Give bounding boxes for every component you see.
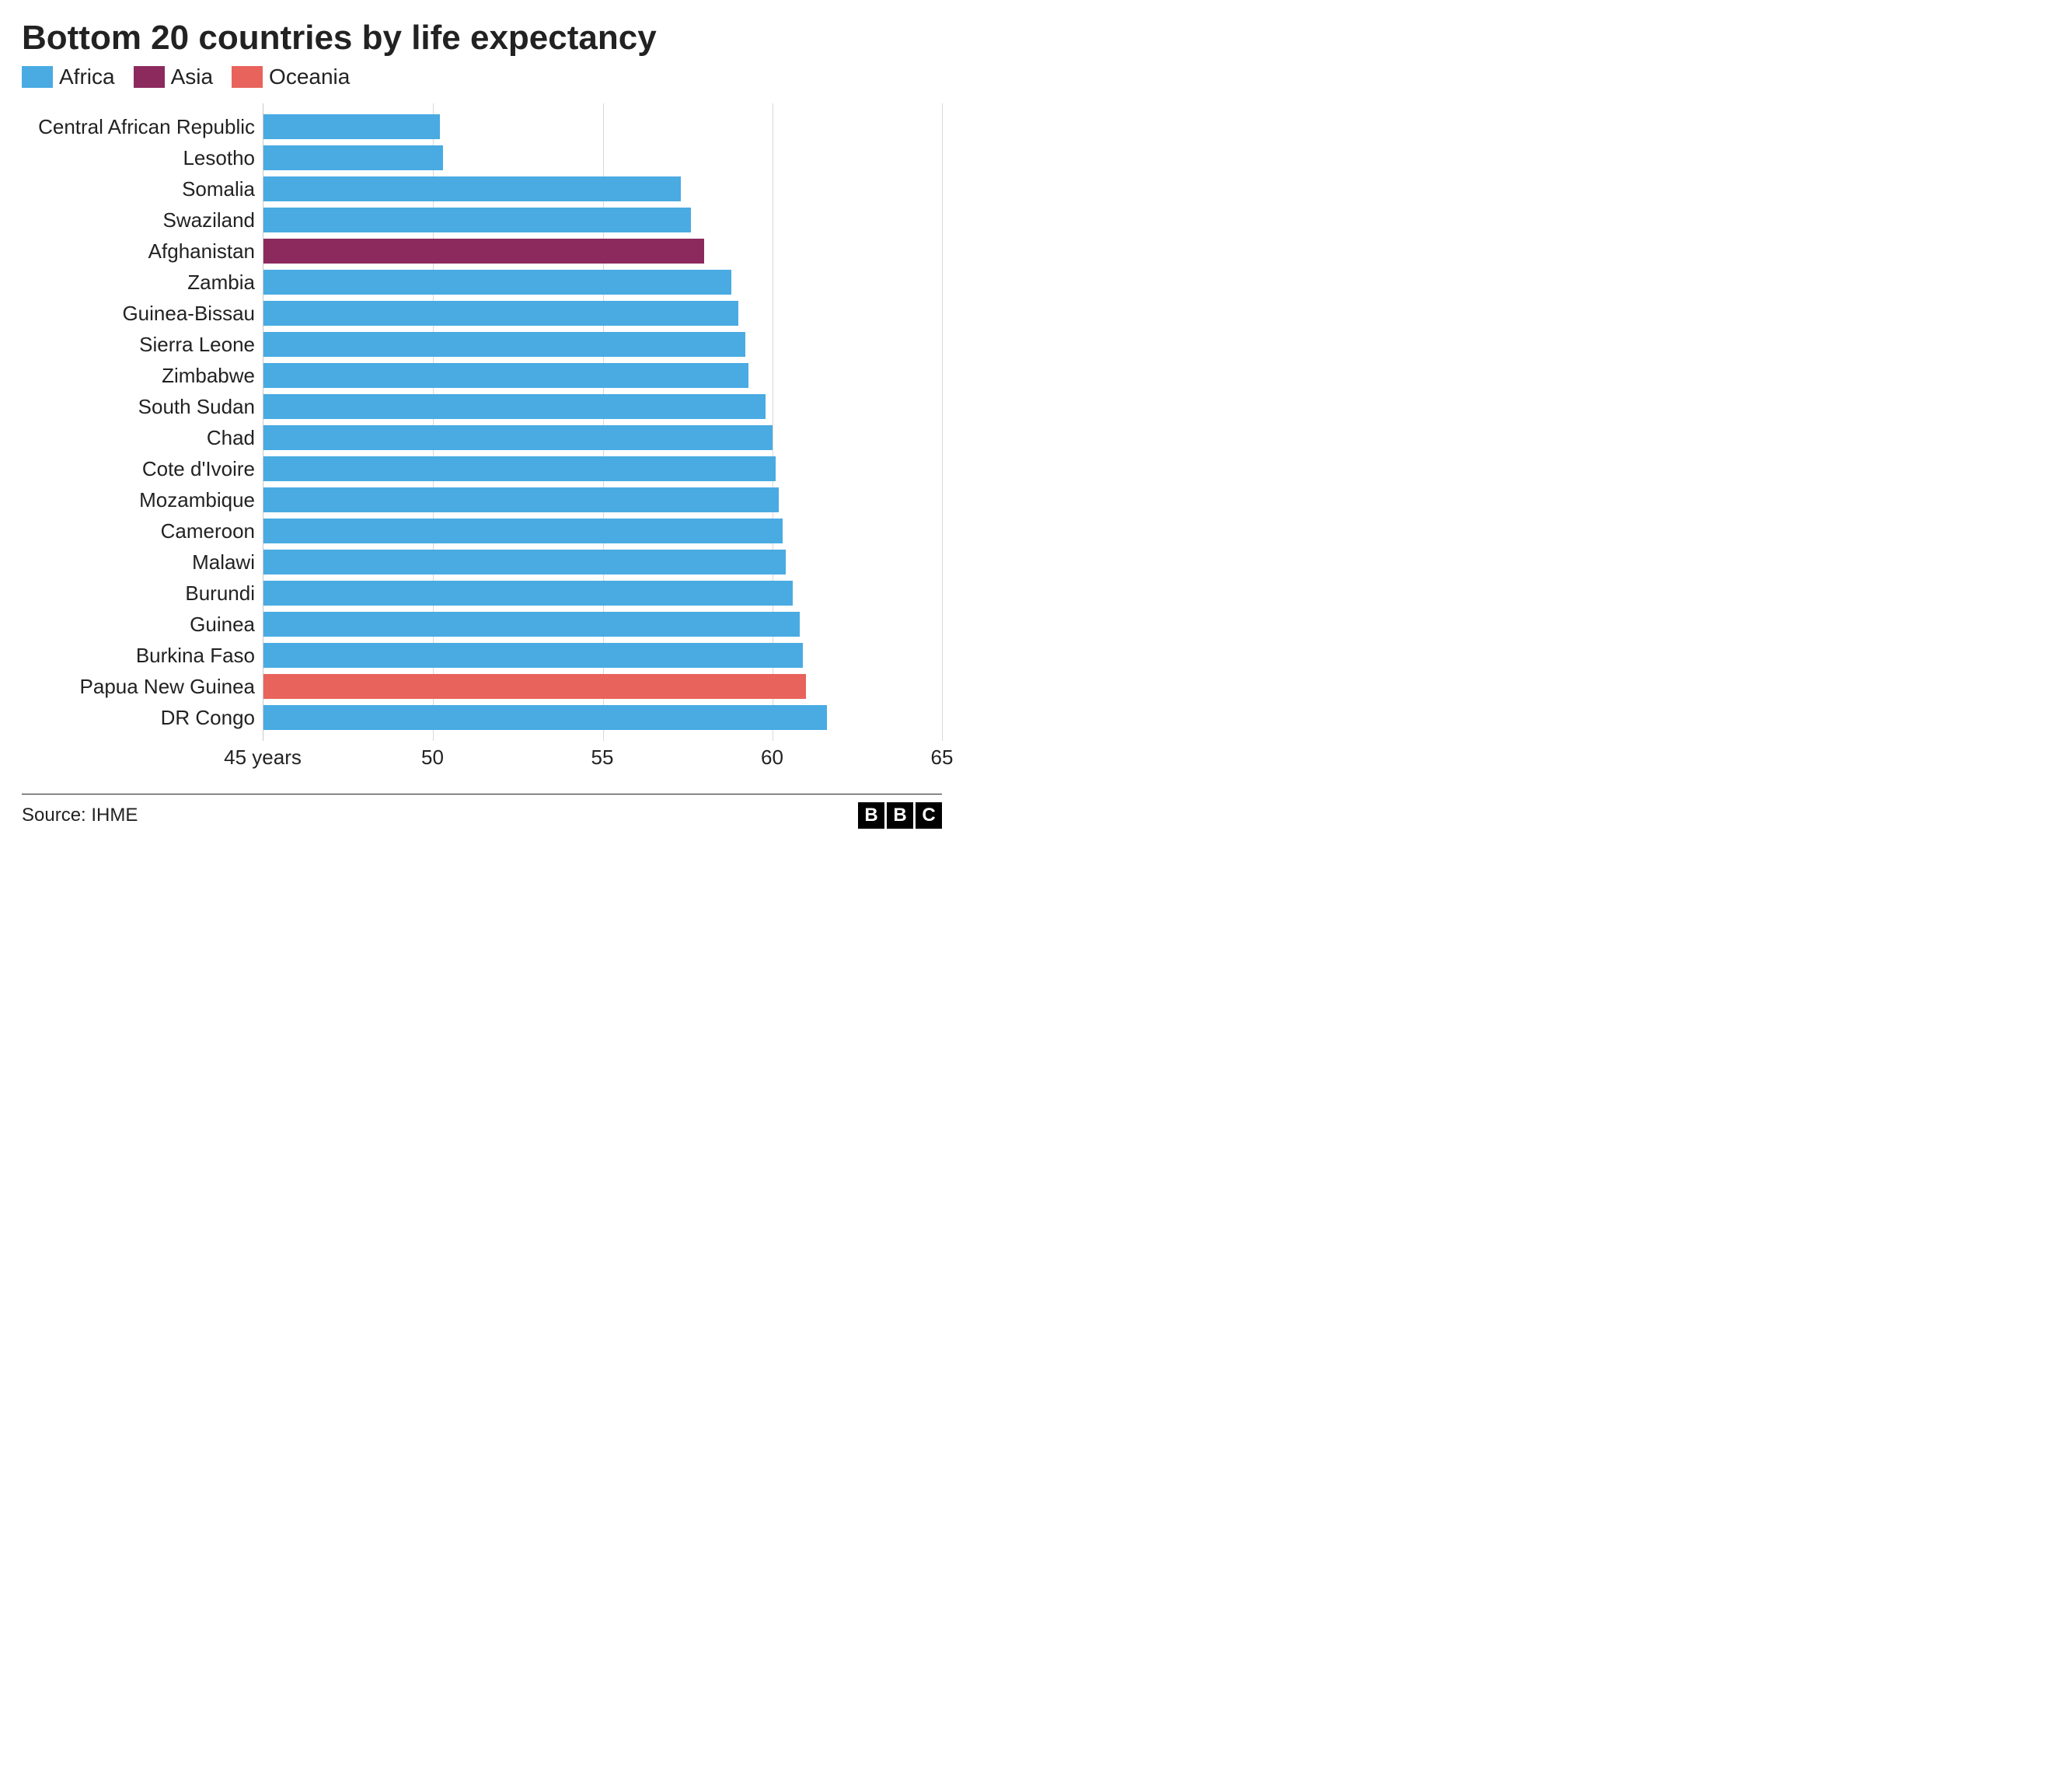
bar-row <box>263 236 942 267</box>
bar-row <box>263 173 942 204</box>
legend-swatch <box>22 66 53 88</box>
bar <box>263 332 745 357</box>
y-axis-label: Burkina Faso <box>22 640 263 671</box>
source-label: Source: IHME <box>22 805 138 826</box>
bar-row <box>263 267 942 298</box>
legend-swatch <box>232 66 263 88</box>
bar <box>263 208 691 232</box>
bar <box>263 394 766 419</box>
bar-row <box>263 111 942 142</box>
legend-item: Oceania <box>232 65 350 89</box>
y-axis-label: Cote d'Ivoire <box>22 453 263 484</box>
bbc-logo-letter: C <box>916 802 942 829</box>
bar <box>263 363 748 388</box>
bbc-logo-letter: B <box>887 802 913 829</box>
bar-row <box>263 142 942 173</box>
bar <box>263 550 786 574</box>
y-axis-label: Chad <box>22 422 263 453</box>
y-axis-label: Somalia <box>22 173 263 204</box>
bar-row <box>263 702 942 733</box>
bar-row <box>263 609 942 640</box>
bar <box>263 612 800 637</box>
y-axis-label: Guinea-Bissau <box>22 298 263 329</box>
bar <box>263 145 443 170</box>
x-axis: 45 years50556065 <box>263 741 942 772</box>
legend-label: Africa <box>59 65 115 89</box>
bar <box>263 643 803 668</box>
bar <box>263 705 827 730</box>
legend-item: Asia <box>134 65 213 89</box>
gridline <box>942 103 943 741</box>
plot: Central African RepublicLesothoSomaliaSw… <box>22 103 942 741</box>
bar <box>263 519 783 543</box>
x-axis-tick: 50 <box>421 746 444 770</box>
bar-row <box>263 547 942 578</box>
bar-row <box>263 422 942 453</box>
bar-row <box>263 329 942 360</box>
y-axis-label: Afghanistan <box>22 236 263 267</box>
legend-item: Africa <box>22 65 115 89</box>
bar <box>263 456 776 481</box>
bar <box>263 674 806 699</box>
bar-row <box>263 515 942 547</box>
bar <box>263 176 681 201</box>
y-axis-labels: Central African RepublicLesothoSomaliaSw… <box>22 103 263 741</box>
bar-row <box>263 204 942 236</box>
y-axis-label: Papua New Guinea <box>22 671 263 702</box>
bar-row <box>263 391 942 422</box>
y-axis-label: Burundi <box>22 578 263 609</box>
y-axis-label: DR Congo <box>22 702 263 733</box>
y-axis-label: Lesotho <box>22 142 263 173</box>
bar <box>263 114 440 139</box>
bar <box>263 270 731 295</box>
bar <box>263 239 704 264</box>
y-axis-label: Zambia <box>22 267 263 298</box>
y-axis-label: Swaziland <box>22 204 263 236</box>
legend: Africa Asia Oceania <box>22 65 942 89</box>
y-axis-label: Malawi <box>22 547 263 578</box>
bar-row <box>263 671 942 702</box>
y-axis-label: Central African Republic <box>22 111 263 142</box>
chart-container: Bottom 20 countries by life expectancy A… <box>0 0 964 841</box>
bar <box>263 301 738 326</box>
legend-swatch <box>134 66 165 88</box>
bar-row <box>263 640 942 671</box>
bar-row <box>263 578 942 609</box>
y-axis-label: Guinea <box>22 609 263 640</box>
bbc-logo-letter: B <box>858 802 884 829</box>
x-axis-tick: 60 <box>761 746 783 770</box>
x-axis-tick: 55 <box>591 746 614 770</box>
plot-area <box>263 103 942 741</box>
y-axis-label: Zimbabwe <box>22 360 263 391</box>
bar <box>263 581 793 606</box>
x-axis-tick: 65 <box>931 746 954 770</box>
bbc-logo: BBC <box>858 802 942 829</box>
legend-label: Asia <box>171 65 213 89</box>
y-axis-label: Cameroon <box>22 515 263 547</box>
footer: Source: IHME BBC <box>22 794 942 829</box>
bar <box>263 425 773 450</box>
y-axis-label: Mozambique <box>22 484 263 515</box>
y-axis-label: Sierra Leone <box>22 329 263 360</box>
bar-row <box>263 298 942 329</box>
x-axis-tick: 45 years <box>224 746 302 770</box>
y-axis-label: South Sudan <box>22 391 263 422</box>
bar-row <box>263 484 942 515</box>
chart-title: Bottom 20 countries by life expectancy <box>22 19 942 58</box>
bar <box>263 487 779 512</box>
bar-row <box>263 360 942 391</box>
bar-row <box>263 453 942 484</box>
bars <box>263 103 942 741</box>
legend-label: Oceania <box>269 65 350 89</box>
